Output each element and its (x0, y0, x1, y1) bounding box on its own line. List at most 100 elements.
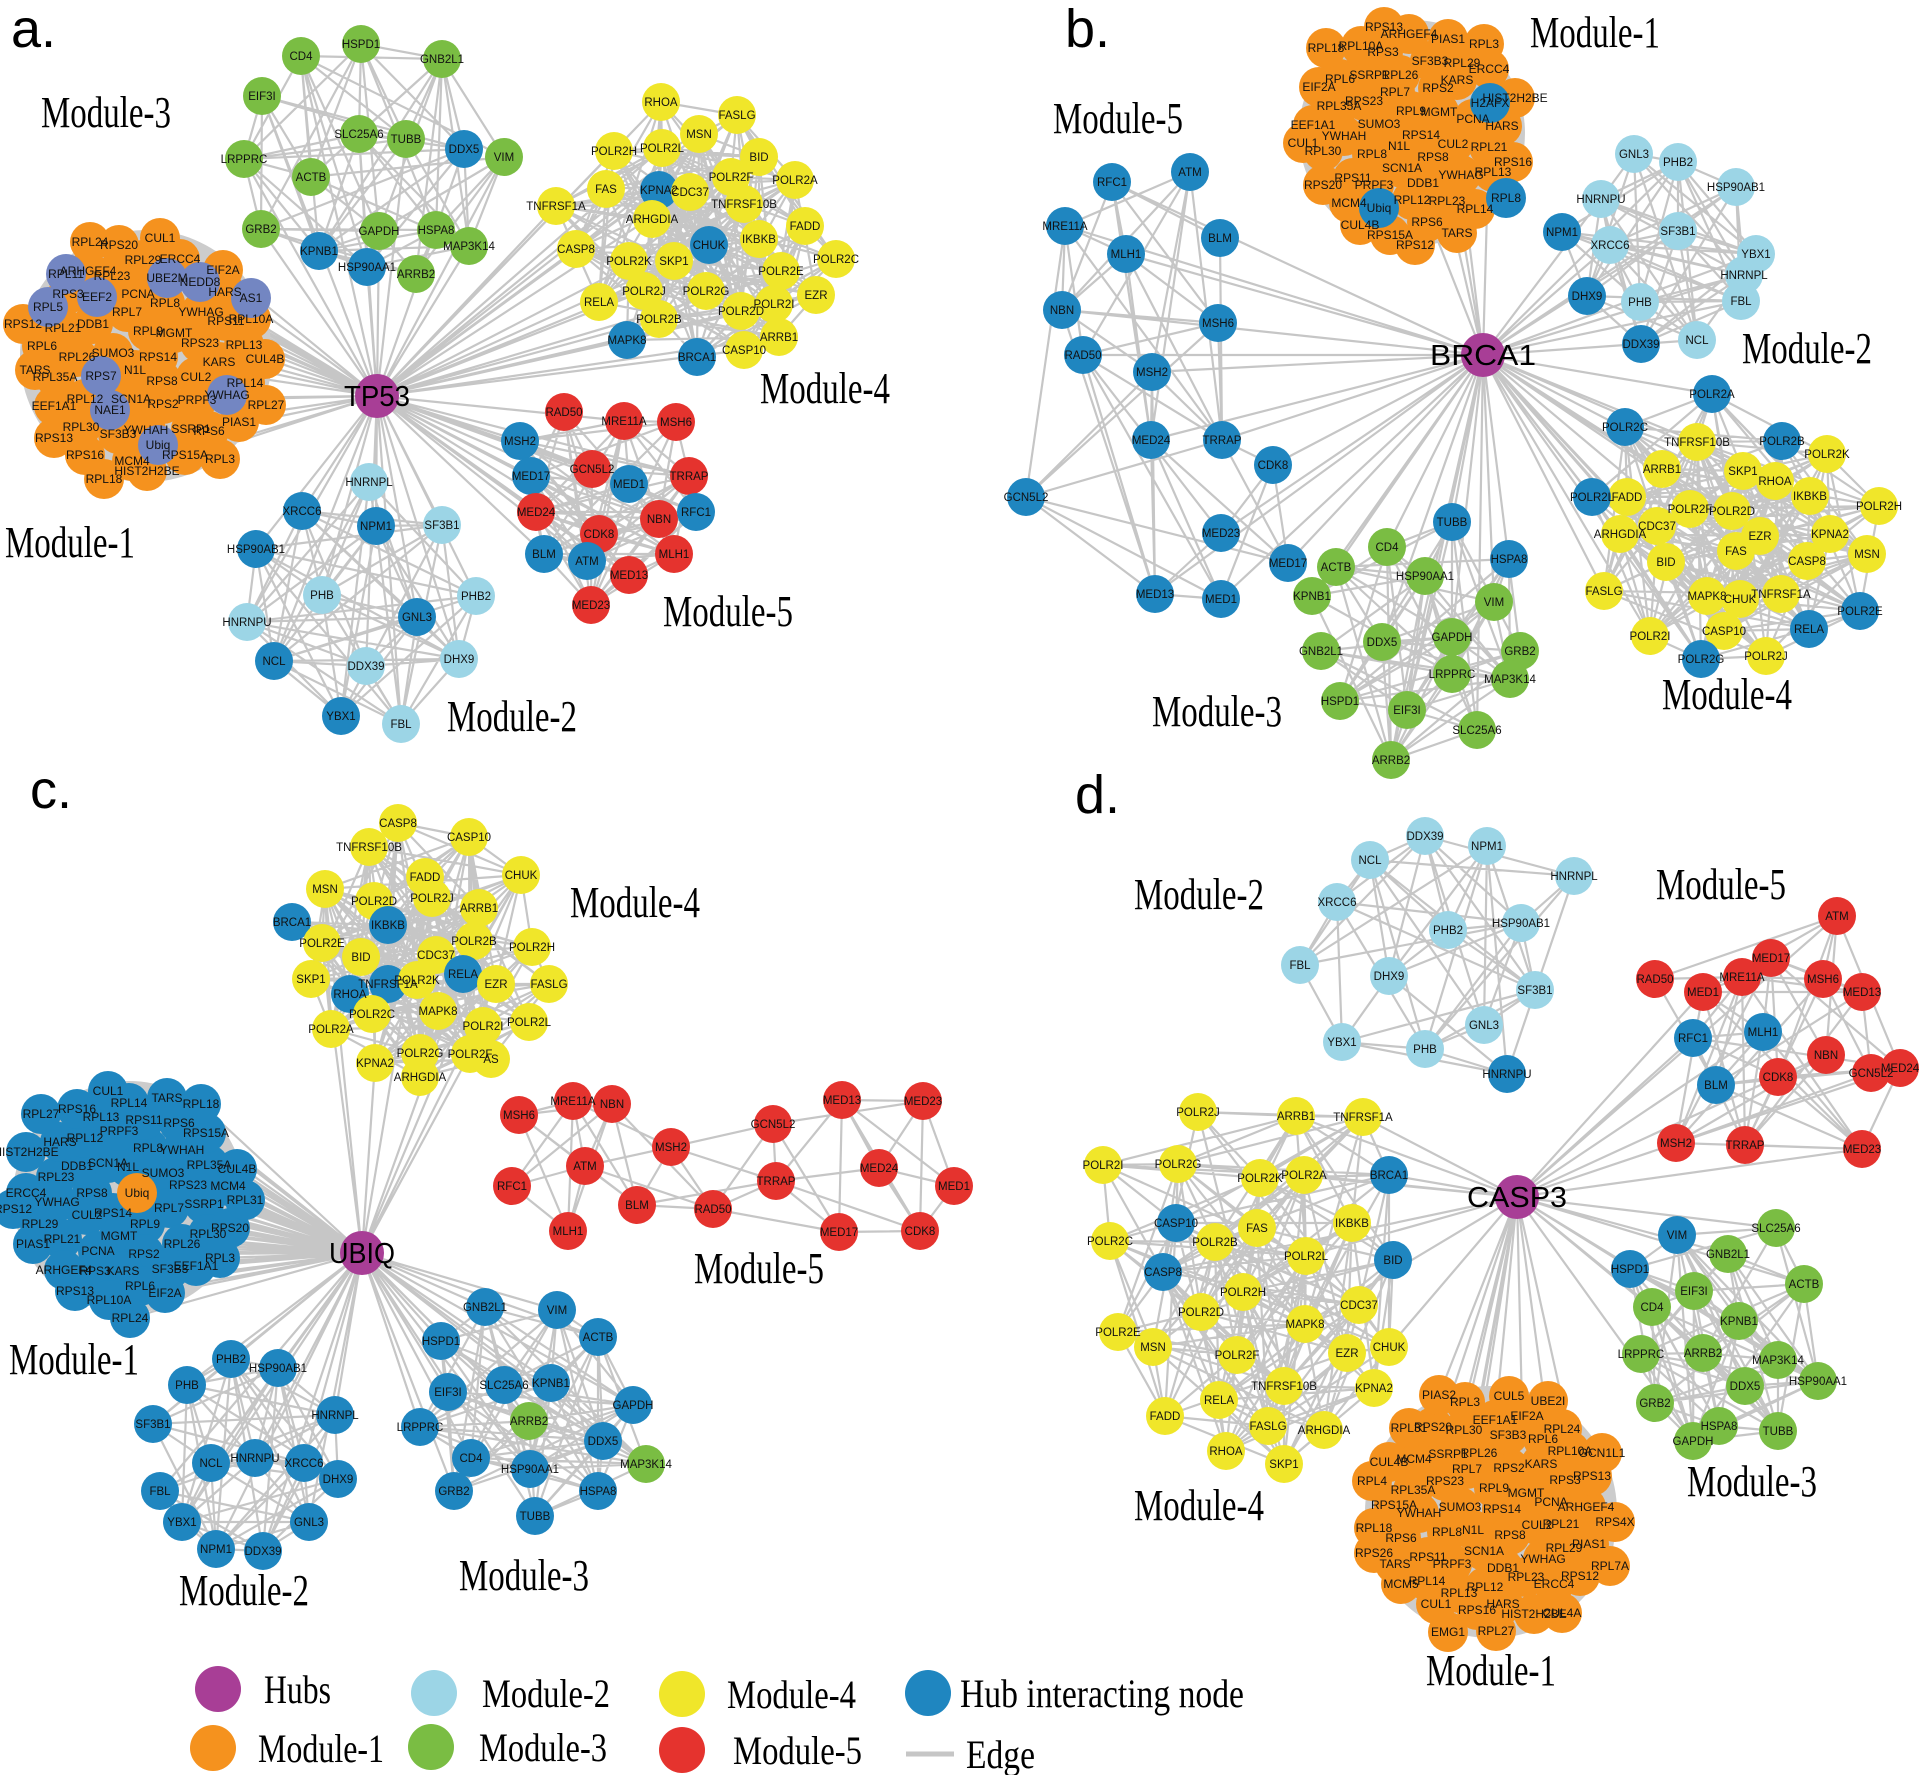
svg-text:SUMO3: SUMO3 (1439, 1500, 1482, 1514)
svg-text:RPS7: RPS7 (85, 369, 117, 383)
svg-text:RAD50: RAD50 (1636, 974, 1673, 986)
svg-text:RPL14: RPL14 (1409, 1574, 1446, 1588)
svg-text:RPS26: RPS26 (1355, 1546, 1393, 1560)
svg-text:CASP10: CASP10 (447, 832, 491, 844)
svg-text:MCM5: MCM5 (1383, 1577, 1419, 1591)
svg-text:RPL12: RPL12 (67, 392, 104, 406)
svg-text:KPNB1: KPNB1 (1293, 591, 1331, 603)
svg-text:EIF2A: EIF2A (206, 263, 239, 277)
svg-text:POLR2L: POLR2L (507, 1017, 552, 1029)
svg-text:GNB2L1: GNB2L1 (463, 1302, 507, 1314)
svg-text:KPNA2: KPNA2 (640, 185, 678, 197)
svg-text:RPL35A: RPL35A (187, 1158, 232, 1172)
svg-text:NPM1: NPM1 (1546, 227, 1578, 239)
svg-text:YBX1: YBX1 (1327, 1037, 1356, 1049)
svg-text:KARS: KARS (107, 1264, 140, 1278)
svg-text:HARS: HARS (208, 285, 241, 299)
svg-text:c.: c. (30, 760, 72, 820)
svg-text:FAS: FAS (1246, 1223, 1268, 1235)
svg-text:PIAS2: PIAS2 (1422, 1388, 1456, 1402)
svg-text:SF3B1: SF3B1 (424, 520, 459, 532)
svg-text:RPL14: RPL14 (227, 376, 264, 390)
svg-text:DDB1: DDB1 (61, 1159, 93, 1173)
svg-text:YWHAH: YWHAH (1397, 1506, 1442, 1520)
svg-text:DDX39: DDX39 (1622, 339, 1659, 351)
svg-text:RPL13: RPL13 (1475, 165, 1512, 179)
svg-text:RPS12: RPS12 (1396, 238, 1434, 252)
svg-text:Module-3: Module-3 (41, 88, 171, 137)
svg-text:PIAS1: PIAS1 (16, 1237, 50, 1251)
svg-text:RPL8: RPL8 (1491, 191, 1521, 205)
svg-text:MRE11A: MRE11A (1719, 972, 1764, 984)
svg-text:RPL8: RPL8 (133, 1141, 163, 1155)
svg-text:RPL3: RPL3 (205, 1251, 235, 1265)
svg-text:SKP1: SKP1 (1728, 466, 1757, 478)
svg-text:EZR: EZR (1336, 1348, 1359, 1360)
svg-text:RPL12: RPL12 (1394, 193, 1431, 207)
svg-text:ATM: ATM (573, 1161, 596, 1173)
svg-text:HSPD1: HSPD1 (422, 1336, 460, 1348)
svg-text:FBL: FBL (149, 1486, 171, 1498)
svg-text:PRPF3: PRPF3 (1355, 178, 1394, 192)
svg-text:MCM4: MCM4 (1331, 196, 1367, 210)
svg-text:RPS6: RPS6 (163, 1116, 195, 1130)
svg-text:RELA: RELA (1204, 1395, 1234, 1407)
svg-text:FAS: FAS (1725, 546, 1747, 558)
svg-text:GRB2: GRB2 (245, 224, 276, 236)
svg-text:RPS14: RPS14 (1483, 1502, 1521, 1516)
svg-text:KARS: KARS (203, 355, 236, 369)
svg-text:RPL3: RPL3 (205, 452, 235, 466)
svg-text:RPL27: RPL27 (1478, 1624, 1515, 1638)
svg-text:POLR2J: POLR2J (410, 893, 453, 905)
svg-text:HNRNPL: HNRNPL (1720, 270, 1768, 282)
svg-text:RPL27: RPL27 (248, 398, 285, 412)
svg-text:HSPD1: HSPD1 (342, 39, 380, 51)
svg-text:SSRP1: SSRP1 (1428, 1447, 1468, 1461)
svg-text:TRRAP: TRRAP (1203, 435, 1242, 447)
svg-text:RFC1: RFC1 (681, 507, 711, 519)
svg-text:CASP8: CASP8 (1788, 556, 1826, 568)
svg-text:ARRB1: ARRB1 (1643, 464, 1681, 476)
svg-text:TNFRSF1A: TNFRSF1A (1333, 1112, 1393, 1124)
svg-text:YWHAG: YWHAG (1438, 168, 1483, 182)
svg-text:Module-1: Module-1 (1426, 1646, 1556, 1695)
svg-text:Module-5: Module-5 (663, 587, 793, 636)
svg-text:MAPK8: MAPK8 (1286, 1319, 1325, 1331)
svg-text:MGMT: MGMT (1421, 105, 1458, 119)
svg-text:POLR2B: POLR2B (451, 936, 497, 948)
svg-text:POLR2F: POLR2F (1215, 1350, 1260, 1362)
svg-text:TUBB: TUBB (1437, 517, 1468, 529)
svg-text:SLC25A6: SLC25A6 (479, 1380, 528, 1392)
svg-text:XRCC6: XRCC6 (285, 1458, 324, 1470)
svg-text:PHB: PHB (310, 590, 334, 602)
svg-text:RPL11: RPL11 (48, 267, 84, 281)
svg-text:CASP8: CASP8 (1144, 1267, 1182, 1279)
svg-text:RPL3: RPL3 (1450, 1395, 1480, 1409)
svg-text:KPNA2: KPNA2 (1811, 529, 1849, 541)
svg-text:IKBKB: IKBKB (371, 920, 405, 932)
svg-text:CD4: CD4 (459, 1453, 483, 1465)
svg-text:EIF2A: EIF2A (148, 1286, 181, 1300)
svg-text:Module-5: Module-5 (1053, 94, 1183, 143)
svg-text:EEF1A1: EEF1A1 (174, 1259, 219, 1273)
svg-text:RPS6: RPS6 (1385, 1531, 1417, 1545)
svg-text:POLR2F: POLR2F (709, 172, 754, 184)
svg-text:RPL10A: RPL10A (87, 1293, 132, 1307)
svg-text:VIM: VIM (547, 1305, 567, 1317)
svg-text:YBX1: YBX1 (1741, 249, 1770, 261)
svg-text:RPL9: RPL9 (1396, 104, 1426, 118)
svg-text:MSH2: MSH2 (504, 436, 536, 448)
svg-text:BLM: BLM (1704, 1080, 1728, 1092)
svg-text:RHOA: RHOA (1209, 1446, 1243, 1458)
svg-text:SUMO3: SUMO3 (142, 1166, 185, 1180)
svg-text:YWHAG: YWHAG (1520, 1552, 1565, 1566)
svg-text:POLR2A: POLR2A (772, 175, 818, 187)
svg-text:TNFRSF1A: TNFRSF1A (358, 979, 418, 991)
svg-text:MLH1: MLH1 (553, 1226, 584, 1238)
svg-text:TARS: TARS (1379, 1557, 1410, 1571)
svg-text:RPL23: RPL23 (94, 269, 131, 283)
svg-text:MCM4: MCM4 (210, 1179, 246, 1193)
svg-text:RPS16: RPS16 (1494, 155, 1532, 169)
svg-text:EEF1A1: EEF1A1 (1291, 118, 1336, 132)
svg-text:GNB2L1: GNB2L1 (1299, 646, 1343, 658)
